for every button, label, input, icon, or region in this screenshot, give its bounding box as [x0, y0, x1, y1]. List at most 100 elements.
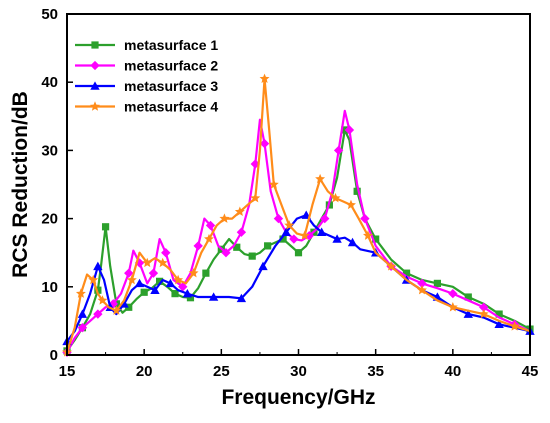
data-point-marker: [344, 125, 355, 135]
data-point-marker: [353, 187, 361, 195]
legend-swatch-marker: [90, 101, 100, 111]
data-point-marker: [346, 199, 356, 210]
data-point-marker: [119, 299, 129, 308]
y-tick-label: 40: [41, 74, 58, 91]
data-point-marker: [236, 227, 247, 237]
legend-label: metasurface 2: [124, 58, 218, 74]
data-point-marker: [268, 179, 279, 189]
data-point-marker: [330, 192, 341, 203]
data-point-marker: [448, 288, 458, 299]
data-point-marker: [279, 235, 287, 243]
data-point-marker: [111, 305, 122, 315]
data-point-marker: [93, 261, 103, 271]
data-point-marker: [221, 248, 231, 258]
data-point-marker: [75, 288, 86, 298]
x-tick-label: 15: [59, 363, 76, 380]
data-point-marker: [315, 173, 326, 184]
legend-label: metasurface 1: [124, 37, 218, 53]
x-axis-title: Frequency/GHz: [221, 386, 375, 409]
data-point-marker: [372, 235, 380, 243]
legend-item: metasurface 4: [75, 99, 218, 115]
data-point-marker: [402, 269, 411, 277]
data-point-marker: [347, 237, 358, 247]
data-point-marker: [259, 73, 270, 84]
legend-item: metasurface 3: [75, 78, 218, 94]
data-point-marker: [447, 302, 458, 312]
data-point-marker: [332, 234, 342, 243]
data-point-marker: [281, 227, 291, 236]
x-tick-label: 40: [444, 363, 461, 380]
data-point-marker: [77, 323, 88, 333]
series-line: [66, 109, 531, 353]
data-point-marker: [188, 267, 199, 278]
data-point-marker: [304, 230, 314, 241]
data-point-marker: [165, 278, 176, 288]
y-tick-label: 30: [41, 142, 58, 159]
data-point-marker: [250, 159, 260, 169]
y-tick-label: 10: [41, 279, 58, 296]
data-point-marker: [77, 309, 88, 318]
legend-swatch-marker: [91, 41, 99, 49]
legend-label: metasurface 3: [124, 78, 218, 94]
legend: metasurface 1 metasurface 2 metasurface 3 m…: [75, 37, 218, 115]
data-point-marker: [126, 274, 137, 285]
data-point-marker: [178, 282, 188, 292]
x-tick-label: 45: [522, 363, 539, 380]
data-point-marker: [93, 309, 103, 319]
data-point-marker: [173, 274, 184, 285]
data-point-marker: [478, 308, 489, 319]
legend-item: metasurface 1: [75, 37, 218, 53]
data-point-marker: [150, 285, 160, 294]
y-axis-title: RCS Reduction/dB: [9, 91, 32, 278]
data-point-marker: [250, 192, 261, 203]
data-point-marker: [273, 213, 284, 224]
data-point-marker: [88, 274, 99, 285]
data-point-marker: [97, 295, 108, 305]
legend-label: metasurface 4: [124, 99, 218, 115]
data-point-marker: [157, 257, 168, 268]
data-point-marker: [259, 138, 270, 149]
data-point-marker: [125, 303, 133, 311]
data-point-marker: [495, 310, 503, 318]
data-point-marker: [333, 145, 344, 156]
data-point-marker: [248, 252, 256, 260]
data-point-marker: [417, 278, 427, 289]
data-point-marker: [299, 230, 310, 240]
data-point-marker: [316, 227, 327, 236]
x-tick-label: 20: [136, 363, 153, 380]
data-point-marker: [193, 241, 203, 251]
data-point-marker: [294, 249, 303, 257]
legend-swatch-marker: [90, 60, 100, 71]
data-point-marker: [101, 223, 110, 231]
data-point-marker: [284, 220, 295, 230]
ticks-layer: 15 20 25 30 35 40 45 0 10 20 30 40 50: [41, 6, 538, 380]
data-point-marker: [202, 269, 210, 277]
data-point-marker: [320, 213, 330, 224]
y-tick-label: 0: [50, 347, 58, 364]
data-point-marker: [233, 243, 241, 251]
data-point-marker: [161, 248, 171, 258]
data-point-marker: [386, 261, 397, 271]
data-point-marker: [494, 319, 504, 329]
data-point-marker: [236, 293, 247, 303]
data-point-marker: [509, 321, 520, 331]
x-tick-label: 30: [290, 363, 307, 380]
y-tick-label: 20: [41, 211, 58, 228]
data-point-marker: [205, 220, 216, 231]
data-point-marker: [182, 288, 193, 298]
data-point-marker: [148, 268, 159, 278]
data-point-marker: [219, 213, 230, 223]
data-point-marker: [464, 293, 472, 301]
y-tick-label: 50: [41, 6, 58, 23]
data-point-marker: [204, 233, 214, 244]
data-point-marker: [362, 230, 373, 240]
data-point-marker: [417, 284, 427, 295]
series-4: [62, 73, 531, 357]
data-point-marker: [142, 257, 153, 268]
data-point-marker: [134, 278, 145, 288]
data-point-marker: [479, 302, 489, 312]
data-point-marker: [156, 277, 164, 285]
data-point-marker: [289, 234, 299, 244]
data-point-marker: [124, 268, 134, 278]
